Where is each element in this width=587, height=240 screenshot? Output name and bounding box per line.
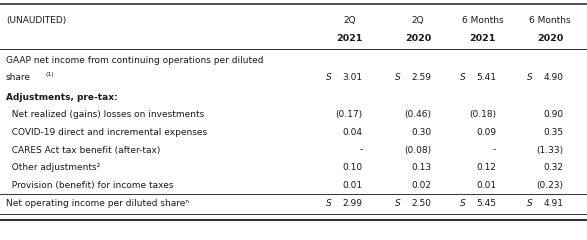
Text: GAAP net income from continuing operations per diluted: GAAP net income from continuing operatio… <box>6 56 264 65</box>
Text: 0.35: 0.35 <box>544 128 564 137</box>
Text: 0.01: 0.01 <box>476 181 496 190</box>
Text: 2.99: 2.99 <box>343 199 363 208</box>
Text: 2020: 2020 <box>537 34 563 43</box>
Text: COVID-19 direct and incremental expenses: COVID-19 direct and incremental expenses <box>6 128 207 137</box>
Text: 3.01: 3.01 <box>343 73 363 82</box>
Text: S: S <box>527 199 533 208</box>
Text: 2.59: 2.59 <box>411 73 431 82</box>
Text: 0.32: 0.32 <box>544 163 564 172</box>
Text: S: S <box>326 199 332 208</box>
Text: 4.91: 4.91 <box>544 199 564 208</box>
Text: CARES Act tax benefit (after-tax): CARES Act tax benefit (after-tax) <box>6 145 160 155</box>
Text: (0.23): (0.23) <box>537 181 564 190</box>
Text: (1.33): (1.33) <box>537 145 564 155</box>
Text: S: S <box>460 73 465 82</box>
Text: 0.09: 0.09 <box>476 128 496 137</box>
Text: Other adjustments²: Other adjustments² <box>6 163 100 172</box>
Text: 2020: 2020 <box>405 34 431 43</box>
Text: 0.90: 0.90 <box>544 110 564 119</box>
Text: 0.13: 0.13 <box>411 163 431 172</box>
Text: 0.02: 0.02 <box>411 181 431 190</box>
Text: (0.17): (0.17) <box>336 110 363 119</box>
Text: 2Q: 2Q <box>343 16 356 25</box>
Text: S: S <box>527 73 533 82</box>
Text: Net realized (gains) losses on investments: Net realized (gains) losses on investmen… <box>6 110 204 119</box>
Text: 4.90: 4.90 <box>544 73 564 82</box>
Text: 2.50: 2.50 <box>411 199 431 208</box>
Text: 5.41: 5.41 <box>476 73 496 82</box>
Text: -: - <box>359 145 363 155</box>
Text: 5.45: 5.45 <box>476 199 496 208</box>
Text: (UNAUDITED): (UNAUDITED) <box>6 16 66 25</box>
Text: 0.10: 0.10 <box>343 163 363 172</box>
Text: Adjustments, pre-tax:: Adjustments, pre-tax: <box>6 93 117 102</box>
Text: 6 Months: 6 Months <box>529 16 571 25</box>
Text: 0.12: 0.12 <box>476 163 496 172</box>
Text: 2Q: 2Q <box>411 16 424 25</box>
Text: (0.18): (0.18) <box>469 110 496 119</box>
Text: 0.01: 0.01 <box>343 181 363 190</box>
Text: 6 Months: 6 Months <box>462 16 503 25</box>
Text: (1): (1) <box>46 72 55 78</box>
Text: 0.04: 0.04 <box>343 128 363 137</box>
Text: S: S <box>394 73 400 82</box>
Text: S: S <box>326 73 332 82</box>
Text: S: S <box>394 199 400 208</box>
Text: 2021: 2021 <box>470 34 495 43</box>
Text: 2021: 2021 <box>336 34 362 43</box>
Text: Provision (benefit) for income taxes: Provision (benefit) for income taxes <box>6 181 173 190</box>
Text: Net operating income per diluted shareⁿ: Net operating income per diluted shareⁿ <box>6 199 189 208</box>
Text: share: share <box>6 73 31 82</box>
Text: S: S <box>460 199 465 208</box>
Text: (0.08): (0.08) <box>404 145 431 155</box>
Text: (0.46): (0.46) <box>404 110 431 119</box>
Text: 0.30: 0.30 <box>411 128 431 137</box>
Text: -: - <box>492 145 496 155</box>
